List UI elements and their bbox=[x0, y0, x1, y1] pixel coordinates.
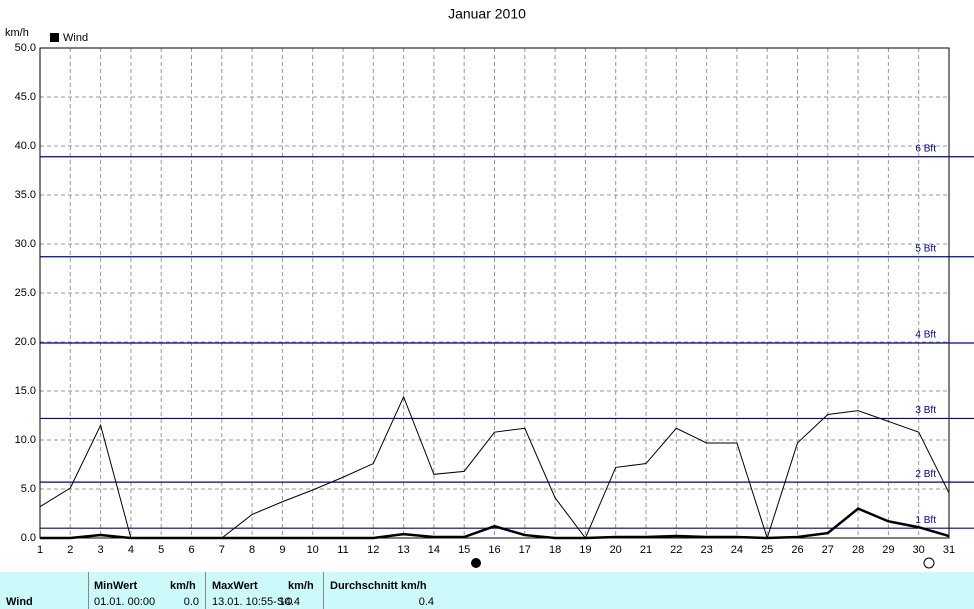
x-tick-label: 30 bbox=[913, 544, 925, 556]
beaufort-label: 2 Bft bbox=[915, 469, 936, 480]
x-tick-label: 29 bbox=[882, 544, 894, 556]
x-tick-label: 10 bbox=[307, 544, 319, 556]
x-tick-label: 12 bbox=[367, 544, 379, 556]
x-tick-label: 20 bbox=[610, 544, 622, 556]
y-tick-label: 40.0 bbox=[15, 140, 36, 152]
cell: 0.0 bbox=[183, 596, 199, 608]
x-tick-label: 6 bbox=[188, 544, 194, 556]
summary-table: Wind MinWert km/h MaxWert km/h Durchschn… bbox=[0, 572, 974, 609]
x-tick-label: 14 bbox=[428, 544, 440, 556]
x-tick-label: 3 bbox=[98, 544, 104, 556]
y-tick-label: 5.0 bbox=[21, 483, 36, 495]
y-unit: km/h bbox=[5, 27, 29, 39]
series-line bbox=[40, 507, 950, 540]
beaufort-label: 5 Bft bbox=[915, 243, 936, 254]
x-tick-label: 1 bbox=[37, 544, 43, 556]
cell: 13.01. 10:55-SO bbox=[212, 596, 293, 608]
moon-new-icon bbox=[923, 557, 935, 569]
y-tick-label: 25.0 bbox=[15, 287, 36, 299]
y-tick-label: 20.0 bbox=[15, 336, 36, 348]
x-tick-label: 15 bbox=[458, 544, 470, 556]
x-tick-label: 5 bbox=[158, 544, 164, 556]
x-tick-label: 26 bbox=[791, 544, 803, 556]
beaufort-label: 4 Bft bbox=[915, 330, 936, 341]
beaufort-label: 1 Bft bbox=[915, 515, 936, 526]
x-tick-label: 23 bbox=[700, 544, 712, 556]
cell: 01.01. 00:00 bbox=[94, 596, 156, 608]
row-label: Wind bbox=[6, 596, 33, 608]
cell: 0.4 bbox=[418, 596, 434, 608]
x-tick-label: 25 bbox=[761, 544, 773, 556]
y-tick-label: 35.0 bbox=[15, 189, 36, 201]
header: MinWert bbox=[94, 580, 138, 592]
x-tick-label: 16 bbox=[488, 544, 500, 556]
x-tick-label: 2 bbox=[67, 544, 73, 556]
x-tick-label: 24 bbox=[731, 544, 743, 556]
y-tick-label: 50.0 bbox=[15, 42, 36, 54]
x-tick-label: 9 bbox=[279, 544, 285, 556]
y-tick-label: 30.0 bbox=[15, 238, 36, 250]
x-tick-label: 22 bbox=[670, 544, 682, 556]
x-tick-label: 11 bbox=[337, 544, 348, 556]
chart: Januar 2010 km/h 0.0 5.0 10.0 15.0 20.0 25.0 3… bbox=[5, 6, 974, 569]
x-tick-label: 13 bbox=[397, 544, 409, 556]
x-tick-label: 4 bbox=[128, 544, 134, 556]
header: MaxWert bbox=[212, 580, 258, 592]
x-tick-label: 31 bbox=[943, 544, 955, 556]
beaufort-label: 3 Bft bbox=[915, 405, 936, 416]
x-tick-label: 17 bbox=[519, 544, 531, 556]
x-tick-label: 21 bbox=[640, 544, 652, 556]
header: km/h bbox=[170, 580, 196, 592]
legend-swatch bbox=[50, 33, 59, 42]
y-tick-label: 45.0 bbox=[15, 91, 36, 103]
y-tick-label: 15.0 bbox=[15, 385, 36, 397]
legend-label: Wind bbox=[63, 32, 88, 44]
chart-title: Januar 2010 bbox=[448, 6, 526, 22]
y-tick-label: 10.0 bbox=[15, 434, 36, 446]
x-tick-label: 18 bbox=[549, 544, 561, 556]
cell: 14.4 bbox=[278, 596, 300, 608]
beaufort-label: 6 Bft bbox=[915, 143, 936, 154]
x-tick-label: 27 bbox=[822, 544, 834, 556]
header: Durchschnitt km/h bbox=[330, 580, 427, 592]
x-tick-label: 8 bbox=[249, 544, 255, 556]
y-tick-label: 0.0 bbox=[21, 532, 36, 544]
x-tick-label: 28 bbox=[852, 544, 864, 556]
header: km/h bbox=[288, 580, 314, 592]
moon-full-icon bbox=[471, 558, 481, 568]
x-tick-label: 19 bbox=[579, 544, 591, 556]
x-tick-label: 7 bbox=[219, 544, 225, 556]
plot-frame bbox=[39, 47, 950, 539]
